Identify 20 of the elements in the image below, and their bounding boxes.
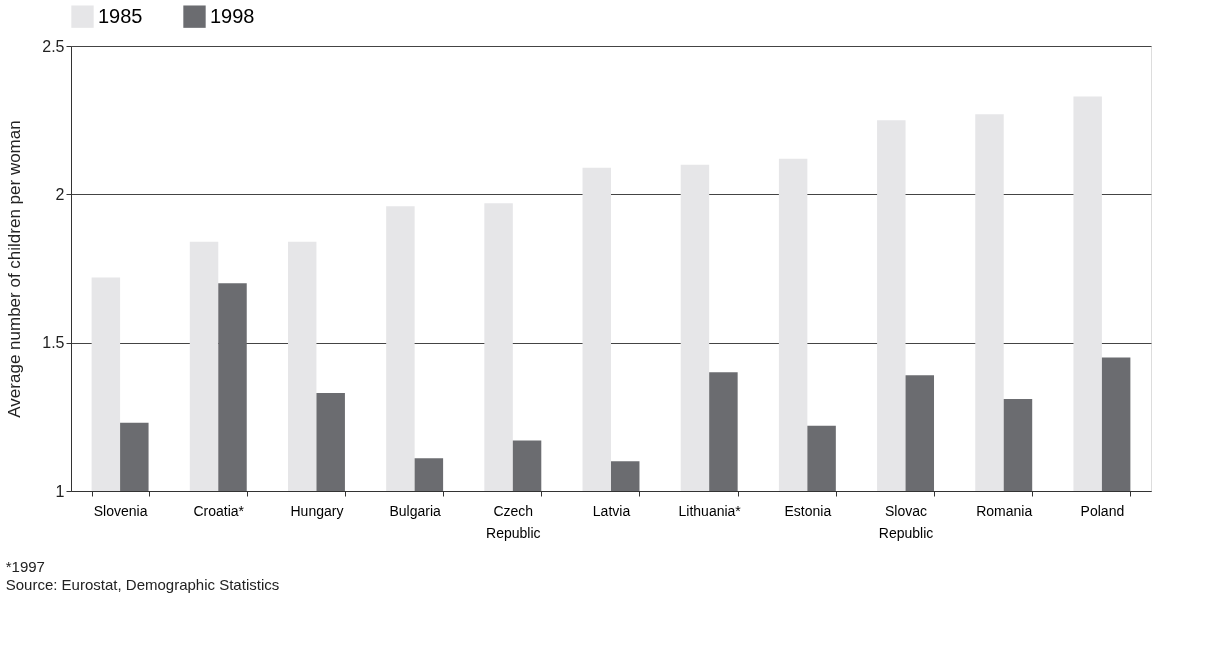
x-tick-label: Hungary — [290, 502, 344, 519]
x-tick-label: Czech Republic — [486, 502, 541, 541]
legend-label: 1998 — [210, 4, 255, 27]
y-axis-title: Average number of children per woman — [5, 120, 25, 418]
legend-label: 1985 — [98, 4, 143, 27]
x-tick-label: Slovenia — [93, 502, 148, 519]
y-tick-label: 2.5 — [42, 37, 65, 55]
y-tick-label: 2 — [55, 185, 65, 203]
x-tick-label: Lithuania* — [678, 502, 742, 519]
text: *1997 — [5, 558, 45, 575]
x-tick-label: Croatia* — [193, 502, 245, 519]
x-tick-label: Slovac Republic — [878, 502, 934, 541]
x-tick-label: Latvia — [592, 502, 631, 519]
source-note: Source: Eurostat, Demographic Statistics — [5, 576, 280, 593]
x-tick-label: Romania — [976, 502, 1033, 519]
y-tick-label: 1 — [55, 482, 65, 500]
y-tick-label: 1.5 — [42, 334, 65, 352]
x-tick-label: Estonia — [784, 502, 832, 519]
x-tick-label: Bulgaria — [389, 502, 442, 519]
x-tick-label: Poland — [1080, 502, 1125, 519]
